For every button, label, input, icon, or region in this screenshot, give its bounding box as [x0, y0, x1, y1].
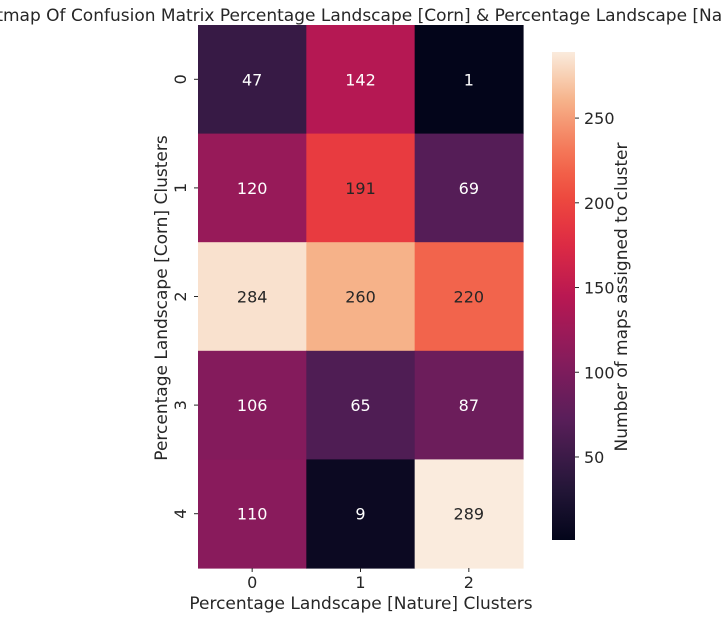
- heatmap-cell: [414, 242, 524, 352]
- cell-value-label: 65: [350, 396, 370, 415]
- heatmap-cell: [414, 25, 524, 135]
- cell-value-label: 260: [345, 288, 376, 307]
- cell-value-label: 142: [345, 70, 376, 89]
- heatmap-cell: [306, 25, 416, 135]
- colorbar-ticks: 50 100 150 200 250: [575, 109, 615, 467]
- heatmap-cell: [198, 25, 307, 135]
- heatmap-cell: [306, 133, 416, 243]
- heatmap-cell: [306, 242, 416, 352]
- colorbar-tick-label: 150: [584, 279, 615, 298]
- heatmap-cell: [414, 350, 524, 460]
- y-tick-label: 2: [171, 291, 190, 301]
- y-tick-label: 1: [171, 183, 190, 193]
- heatmap-cell: [198, 350, 307, 460]
- heatmap-cell: [414, 133, 524, 243]
- cell-value-label: 87: [459, 396, 479, 415]
- x-tick-label: 1: [355, 573, 365, 592]
- y-tick-labels: 0 1 2 3 4: [171, 74, 198, 519]
- colorbar-tick-label: 100: [584, 363, 615, 382]
- cell-value-label: 289: [454, 505, 485, 524]
- y-tick-label: 0: [171, 74, 190, 84]
- x-tick-label: 0: [247, 573, 257, 592]
- x-axis-label: Percentage Landscape [Nature] Clusters: [189, 594, 532, 614]
- y-tick-label: 3: [171, 400, 190, 410]
- colorbar: [552, 52, 575, 540]
- cell-value-label: 1: [464, 70, 474, 89]
- cell-value-label: 220: [454, 288, 485, 307]
- cell-value-label: 106: [237, 396, 268, 415]
- colorbar-tick-label: 250: [584, 109, 615, 128]
- colorbar-tick-label: 50: [584, 448, 604, 467]
- heatmap-cell: [198, 133, 307, 243]
- cell-value-label: 47: [242, 70, 262, 89]
- heatmap-cell: [198, 459, 307, 569]
- chart-title: Heatmap Of Confusion Matrix Percentage L…: [0, 6, 722, 26]
- cell-value-label: 69: [459, 179, 479, 198]
- heatmap-cell: [306, 350, 416, 460]
- cell-value-label: 110: [237, 505, 268, 524]
- y-tick-label: 4: [171, 509, 190, 519]
- heatmap-cell: [306, 459, 416, 569]
- cell-value-label: 191: [345, 179, 376, 198]
- x-tick-label: 2: [464, 573, 474, 592]
- heatmap-cell: [198, 242, 307, 352]
- heatmap-cells: 47 142 1 120 191 69 284 260 220 106 65 87 110 9 289: [198, 25, 524, 569]
- cell-value-label: 120: [237, 179, 268, 198]
- cell-value-label: 284: [237, 288, 268, 307]
- cell-value-label: 9: [355, 505, 365, 524]
- y-axis-label: Percentage Landscape [Corn] Clusters: [152, 135, 172, 461]
- colorbar-tick-label: 200: [584, 194, 615, 213]
- x-tick-labels: 0 1 2: [247, 568, 474, 592]
- colorbar-label: Number of maps assigned to cluster: [612, 143, 632, 452]
- heatmap-cell: [414, 459, 524, 569]
